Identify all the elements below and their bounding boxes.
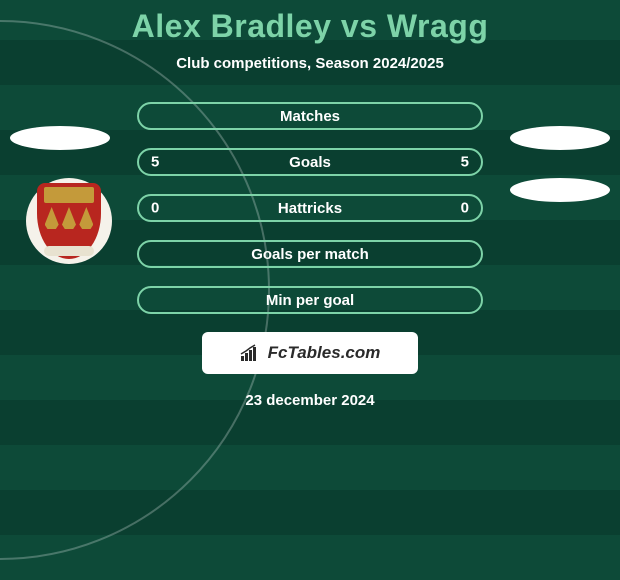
stat-bar-goals: 5 Goals 5 [137, 148, 483, 176]
stat-label: Goals per match [251, 246, 369, 263]
stat-bars: Matches 5 Goals 5 0 Hattricks 0 Goals pe… [137, 102, 483, 314]
page-title: Alex Bradley vs Wragg [0, 8, 620, 45]
branding-text: FcTables.com [268, 343, 381, 363]
main-content: Alex Bradley vs Wragg Club competitions,… [0, 0, 620, 409]
page-subtitle: Club competitions, Season 2024/2025 [0, 55, 620, 72]
stat-label: Goals [289, 154, 331, 171]
bar-chart-icon [240, 344, 262, 362]
stat-bar-min-per-goal: Min per goal [137, 286, 483, 314]
stat-label: Min per goal [266, 292, 354, 309]
stat-left-value: 0 [151, 200, 159, 217]
stat-label: Matches [280, 108, 340, 125]
date-text: 23 december 2024 [0, 392, 620, 409]
stat-bar-goals-per-match: Goals per match [137, 240, 483, 268]
stat-label: Hattricks [278, 200, 342, 217]
stat-bar-hattricks: 0 Hattricks 0 [137, 194, 483, 222]
branding-box[interactable]: FcTables.com [202, 332, 418, 374]
stat-bar-matches: Matches [137, 102, 483, 130]
stat-right-value: 5 [461, 154, 469, 171]
stat-left-value: 5 [151, 154, 159, 171]
stat-right-value: 0 [461, 200, 469, 217]
